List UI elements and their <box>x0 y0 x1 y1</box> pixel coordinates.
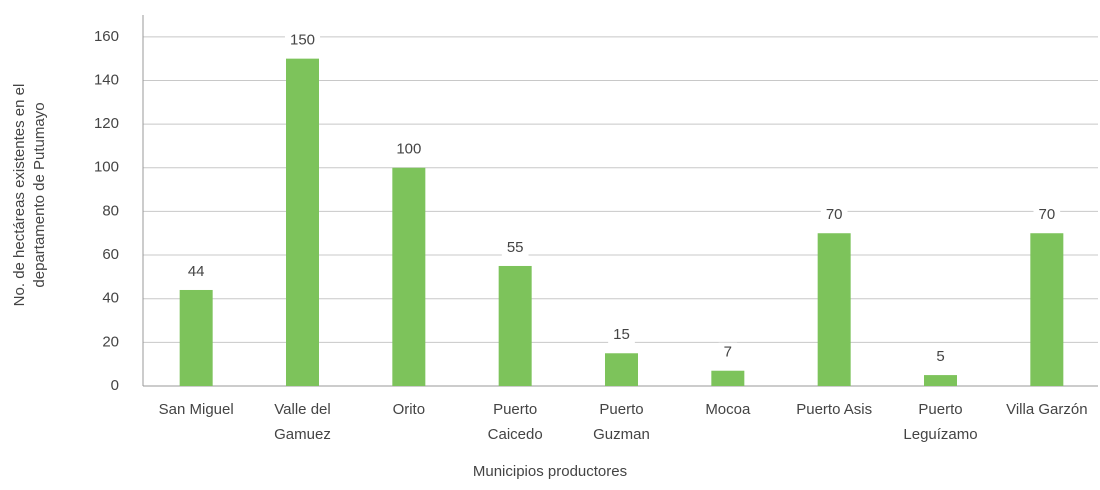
y-tick-label: 160 <box>94 28 119 45</box>
y-tick-label: 60 <box>102 246 119 263</box>
bar <box>605 353 638 386</box>
bar <box>817 233 851 386</box>
data-label: 7 <box>724 344 732 361</box>
data-label: 5 <box>936 348 944 365</box>
data-label-bg <box>718 342 738 363</box>
data-label-bg <box>501 237 529 258</box>
bar <box>179 289 213 386</box>
data-label: 44 <box>188 263 205 280</box>
x-tick-label: Orito <box>393 401 426 418</box>
data-label: 70 <box>1038 206 1055 223</box>
data-label: 70 <box>826 206 843 223</box>
y-tick-label: 120 <box>94 115 119 132</box>
data-label: 100 <box>396 141 421 158</box>
data-label-bg <box>391 139 427 160</box>
data-label-bg <box>284 30 321 51</box>
x-tick-label: Puerto Leguízamo <box>903 401 977 443</box>
y-tick-label: 80 <box>102 202 119 219</box>
data-label-bg <box>820 205 848 226</box>
data-label: 150 <box>290 32 315 49</box>
data-label-bg <box>182 261 210 282</box>
x-tick-label: San Miguel <box>159 401 234 418</box>
y-axis-title: No. de hectáreas existentes en el departa… <box>11 84 48 307</box>
x-axis-title: Municipios productores <box>473 463 627 480</box>
y-tick-label: 40 <box>102 290 119 307</box>
x-tick-label: Villa Garzón <box>1006 401 1087 418</box>
data-label: 15 <box>613 326 630 343</box>
x-tick-label: Puerto Guzman <box>593 401 650 443</box>
bar <box>1030 233 1064 386</box>
x-tick-label: Mocoa <box>705 401 751 418</box>
data-label-bg <box>931 347 950 368</box>
y-tick-label: 20 <box>102 333 119 350</box>
bar <box>924 375 957 386</box>
bar <box>286 58 319 386</box>
data-label: 55 <box>507 239 524 256</box>
data-label-bg <box>608 325 635 346</box>
y-tick-label: 100 <box>94 159 119 176</box>
bar <box>711 370 745 386</box>
y-tick-label: 0 <box>111 377 119 394</box>
x-tick-label: Valle del Gamuez <box>274 401 331 443</box>
bar <box>498 265 532 386</box>
data-label-bg <box>1033 205 1061 226</box>
x-tick-label: Puerto Caicedo <box>488 401 543 443</box>
y-tick-label: 140 <box>94 71 119 88</box>
bar <box>392 167 426 386</box>
x-tick-label: Puerto Asis <box>796 401 872 418</box>
